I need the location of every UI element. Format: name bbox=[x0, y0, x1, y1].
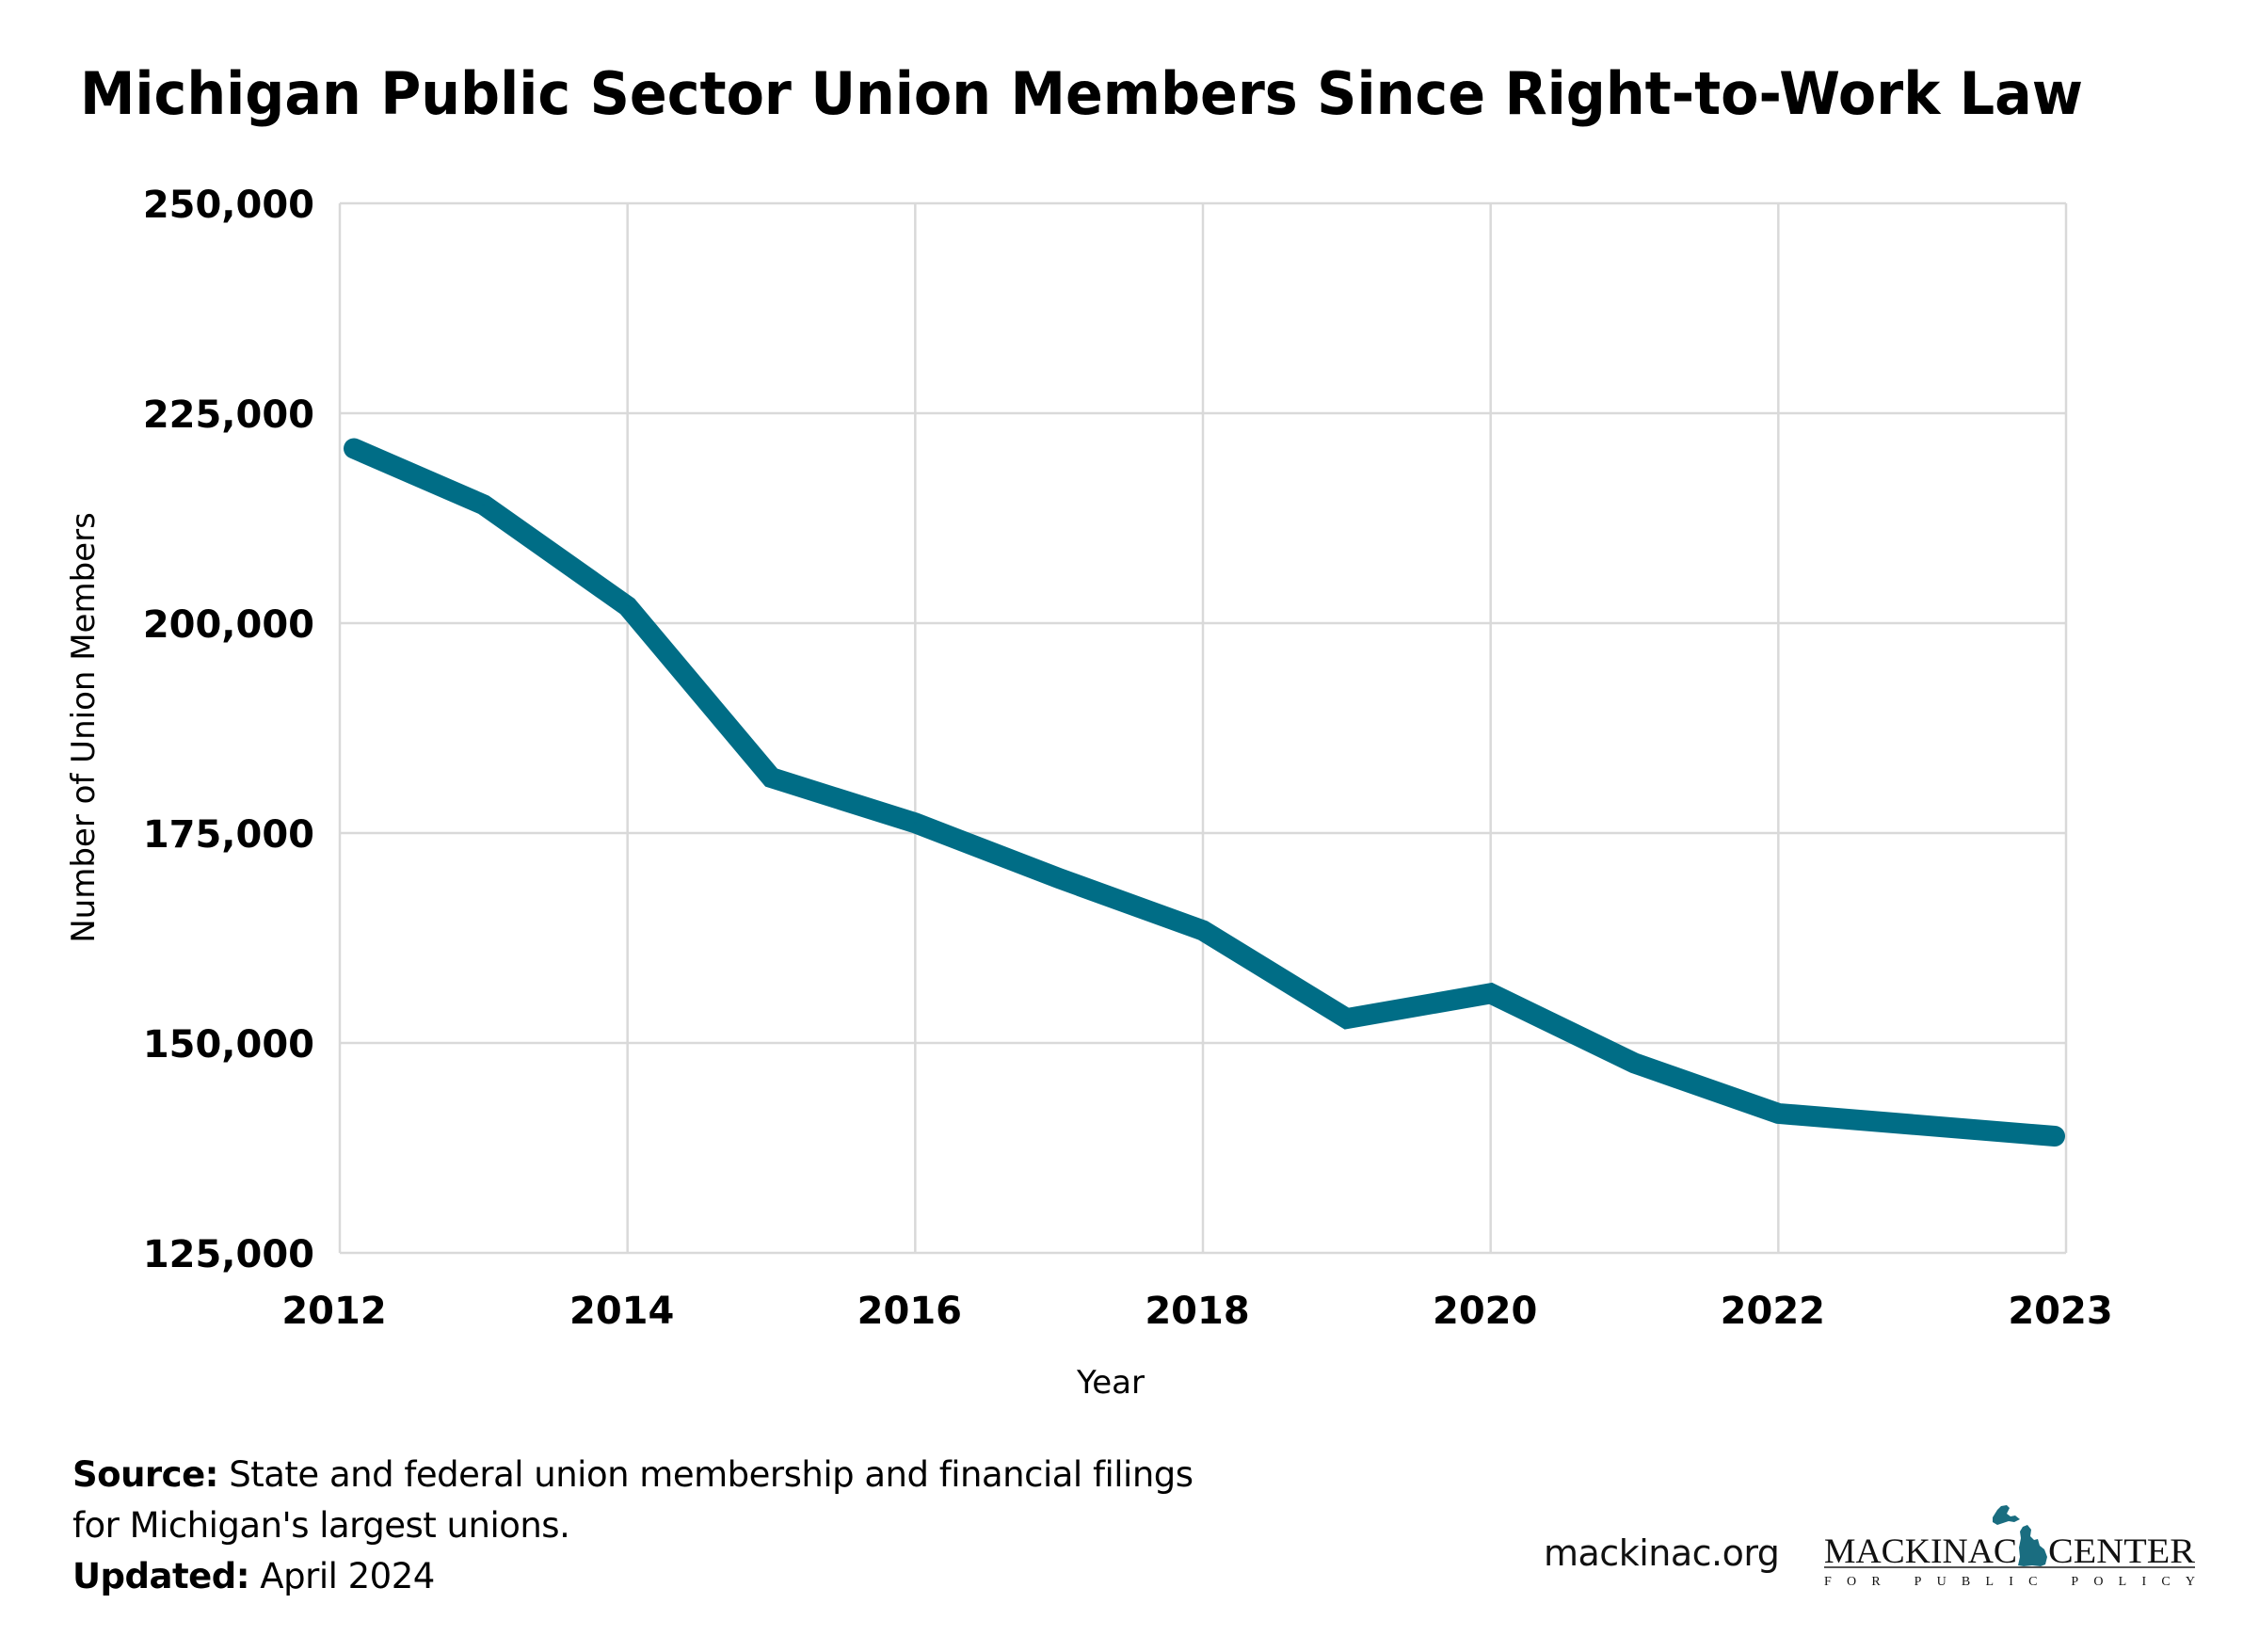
y-tick-label: 225,000 bbox=[143, 393, 314, 437]
data-point-2013 bbox=[482, 504, 485, 506]
y-tick-label: 150,000 bbox=[143, 1023, 314, 1067]
data-point-2014 bbox=[626, 605, 629, 608]
x-axis-label: Year bbox=[1076, 1364, 1145, 1402]
data-point-2015 bbox=[770, 777, 773, 779]
updated-label: Updated: bbox=[72, 1556, 250, 1596]
source-label: Source: bbox=[72, 1454, 218, 1495]
data-point-2023 bbox=[2054, 1135, 2056, 1138]
mackinac-center-logo: MACKINAC CENTER FOR PUBLIC POLICY bbox=[1824, 1505, 2195, 1589]
source-line-2: for Michigan's largest unions. bbox=[72, 1505, 570, 1546]
source-line: Source: State and federal union membersh… bbox=[72, 1450, 1194, 1500]
series-layer bbox=[344, 438, 2065, 1147]
data-point-2020 bbox=[1489, 992, 1492, 995]
michigan-map-icon bbox=[1993, 1505, 2047, 1566]
y-tick-label: 200,000 bbox=[143, 603, 314, 647]
website-link[interactable]: mackinac.org bbox=[1544, 1532, 1780, 1574]
x-tick-label: 2014 bbox=[569, 1290, 674, 1333]
x-tick-label: 2018 bbox=[1145, 1290, 1249, 1333]
data-point-2022 bbox=[1777, 1112, 1780, 1115]
logo-rule bbox=[1824, 1566, 2195, 1568]
gridlines bbox=[338, 201, 2068, 1255]
data-point-2018 bbox=[1202, 929, 1204, 932]
source-text: State and federal union membership and f… bbox=[217, 1454, 1194, 1495]
updated-text: April 2024 bbox=[249, 1556, 435, 1596]
y-tick-label: 250,000 bbox=[143, 184, 314, 227]
data-point-2019 bbox=[1345, 1018, 1348, 1020]
y-axis-ticks: 250,000 225,000 200,000 175,000 150,000 125,0… bbox=[143, 184, 314, 1276]
footer-note: Source: State and federal union membersh… bbox=[72, 1450, 1194, 1602]
logo-word-mackinac: MACKINAC bbox=[1824, 1532, 2017, 1571]
data-point-2012 bbox=[353, 447, 355, 450]
data-point-2016 bbox=[914, 822, 917, 825]
x-tick-label: 2016 bbox=[857, 1290, 962, 1333]
y-tick-label: 125,000 bbox=[143, 1233, 314, 1276]
x-tick-label: 2020 bbox=[1433, 1290, 1537, 1333]
data-point-2021 bbox=[1633, 1062, 1636, 1065]
x-tick-label: 2022 bbox=[1721, 1290, 1825, 1333]
series-line bbox=[344, 438, 2065, 1147]
x-tick-label: 2023 bbox=[2008, 1290, 2112, 1333]
chart-title: Michigan Public Sector Union Members Sin… bbox=[80, 59, 2083, 128]
x-axis-ticks: 2012 2014 2016 2018 2020 2022 2023 bbox=[281, 1290, 2112, 1333]
y-tick-label: 175,000 bbox=[143, 813, 314, 857]
y-axis-label: Number of Union Members bbox=[65, 512, 103, 943]
data-point-2017 bbox=[1058, 877, 1061, 880]
x-tick-label: 2012 bbox=[281, 1290, 386, 1333]
logo-tagline: FOR PUBLIC POLICY bbox=[1824, 1575, 2195, 1589]
updated-line: Updated: April 2024 bbox=[72, 1551, 1194, 1602]
logo-word-center: CENTER bbox=[2048, 1532, 2195, 1571]
